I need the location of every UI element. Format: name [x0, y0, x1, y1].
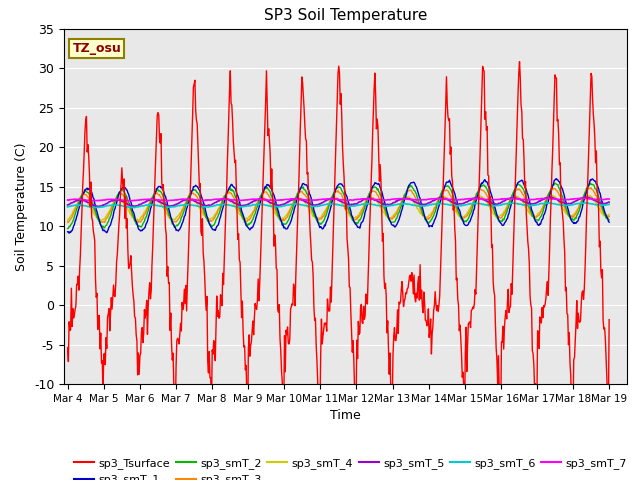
sp3_smT_2 [129, 213, 137, 219]
sp3_smT_2 [404, 185, 412, 191]
sp3_smT_7 [74, 197, 81, 203]
Line: sp3_smT_7: sp3_smT_7 [68, 198, 609, 201]
sp3_smT_2 [420, 213, 428, 218]
sp3_smT_1 [552, 176, 560, 181]
sp3_smT_5 [405, 196, 413, 202]
sp3_smT_4 [405, 194, 413, 200]
sp3_smT_5 [95, 204, 103, 209]
sp3_Tsurface [213, 293, 221, 299]
sp3_Tsurface [516, 59, 524, 64]
sp3_Tsurface [420, 300, 428, 306]
sp3_smT_6 [582, 200, 589, 206]
sp3_smT_4 [420, 215, 428, 220]
sp3_smT_4 [130, 216, 138, 221]
sp3_smT_6 [405, 201, 413, 207]
sp3_smT_5 [130, 204, 138, 209]
sp3_smT_3 [130, 216, 138, 221]
sp3_smT_2 [586, 180, 594, 186]
sp3_smT_4 [64, 217, 72, 223]
Line: sp3_smT_2: sp3_smT_2 [68, 183, 609, 228]
sp3_smT_7 [577, 195, 585, 201]
sp3_smT_4 [185, 197, 193, 203]
sp3_smT_7 [605, 196, 613, 202]
sp3_smT_2 [74, 205, 81, 211]
X-axis label: Time: Time [330, 409, 361, 422]
Line: sp3_smT_6: sp3_smT_6 [68, 203, 609, 208]
Line: sp3_smT_4: sp3_smT_4 [68, 195, 609, 221]
sp3_Tsurface [129, 292, 137, 298]
sp3_smT_7 [420, 197, 428, 203]
sp3_smT_1 [405, 182, 413, 188]
sp3_Tsurface [184, 260, 192, 265]
Line: sp3_smT_5: sp3_smT_5 [68, 197, 609, 206]
Text: TZ_osu: TZ_osu [72, 42, 121, 55]
sp3_smT_3 [605, 214, 613, 219]
sp3_smT_6 [74, 203, 81, 208]
sp3_smT_1 [74, 208, 82, 214]
sp3_smT_6 [64, 204, 72, 210]
sp3_smT_6 [131, 205, 138, 211]
Line: sp3_smT_1: sp3_smT_1 [68, 179, 609, 233]
sp3_Tsurface [74, 282, 81, 288]
sp3_smT_7 [405, 197, 413, 203]
sp3_smT_2 [64, 226, 72, 231]
sp3_Tsurface [244, 424, 252, 430]
sp3_smT_3 [214, 209, 221, 215]
sp3_smT_5 [64, 202, 72, 208]
sp3_smT_1 [130, 210, 138, 216]
sp3_smT_3 [65, 220, 72, 226]
sp3_smT_3 [588, 185, 595, 191]
sp3_Tsurface [605, 317, 613, 323]
sp3_smT_6 [185, 202, 193, 208]
sp3_smT_1 [185, 199, 193, 204]
sp3_smT_4 [214, 208, 221, 214]
sp3_smT_4 [605, 212, 613, 217]
sp3_smT_3 [185, 193, 193, 199]
sp3_smT_2 [184, 195, 192, 201]
sp3_smT_5 [74, 197, 81, 203]
sp3_smT_7 [64, 197, 72, 203]
Line: sp3_smT_3: sp3_smT_3 [68, 188, 609, 223]
Line: sp3_Tsurface: sp3_Tsurface [68, 61, 609, 427]
sp3_smT_7 [185, 196, 193, 202]
sp3_smT_1 [64, 229, 72, 235]
sp3_smT_7 [128, 198, 136, 204]
Y-axis label: Soil Temperature (C): Soil Temperature (C) [15, 142, 28, 271]
sp3_smT_2 [605, 217, 613, 223]
sp3_smT_4 [74, 202, 81, 208]
sp3_smT_4 [97, 218, 104, 224]
sp3_smT_3 [405, 188, 413, 194]
Legend: sp3_Tsurface, sp3_smT_1, sp3_smT_2, sp3_smT_3, sp3_smT_4, sp3_smT_5, sp3_smT_6, : sp3_Tsurface, sp3_smT_1, sp3_smT_2, sp3_… [70, 454, 632, 480]
sp3_smT_6 [605, 202, 613, 207]
sp3_smT_5 [420, 202, 428, 207]
sp3_smT_1 [65, 230, 73, 236]
sp3_smT_7 [214, 196, 221, 202]
sp3_smT_6 [420, 203, 428, 208]
sp3_smT_3 [64, 219, 72, 225]
sp3_Tsurface [405, 279, 413, 285]
sp3_smT_6 [214, 202, 221, 208]
sp3_smT_7 [130, 197, 138, 203]
Title: SP3 Soil Temperature: SP3 Soil Temperature [264, 9, 428, 24]
sp3_smT_6 [129, 204, 137, 210]
sp3_smT_5 [214, 198, 221, 204]
sp3_smT_4 [549, 192, 557, 198]
sp3_smT_2 [213, 216, 221, 221]
sp3_smT_5 [605, 199, 613, 205]
sp3_smT_3 [74, 199, 82, 205]
sp3_smT_3 [420, 215, 428, 220]
sp3_smT_1 [214, 223, 221, 228]
sp3_smT_1 [605, 219, 613, 225]
sp3_smT_1 [420, 214, 428, 219]
sp3_smT_5 [185, 197, 193, 203]
sp3_smT_5 [582, 194, 589, 200]
sp3_Tsurface [64, 345, 72, 350]
